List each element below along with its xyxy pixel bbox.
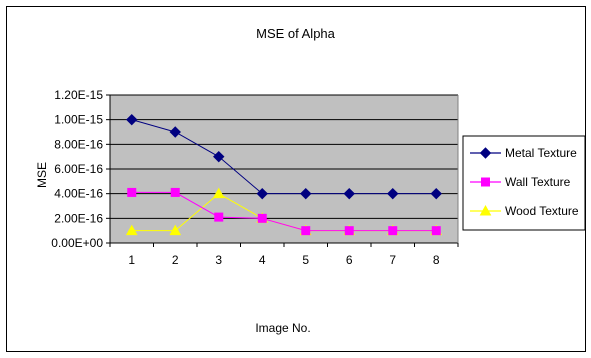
data-point: [388, 226, 398, 236]
series-line: [131, 191, 437, 232]
data-point: [127, 187, 137, 197]
y-tick-label: 0.00E+00: [51, 236, 103, 250]
data-point: [387, 187, 399, 200]
data-point: [126, 113, 138, 126]
series-group: [125, 113, 443, 236]
data-point: [169, 126, 181, 138]
data-point: [212, 187, 225, 199]
y-tick-label: 4.00E-16: [54, 187, 103, 201]
y-tick-label: 2.00E-16: [54, 211, 103, 225]
x-tick-labels: 1 2 3 4 5 6 7 8: [109, 243, 459, 267]
x-tick-label: 8: [433, 253, 440, 267]
x-tick-label: 4: [259, 253, 266, 267]
data-point: [170, 187, 180, 197]
data-point: [169, 224, 182, 236]
legend-marker: [481, 177, 490, 187]
data-point: [125, 224, 138, 236]
data-point: [257, 213, 267, 223]
y-tick-label: 8.00E-16: [54, 137, 103, 151]
x-tick-label: 3: [215, 253, 222, 267]
y-tick-label: 1.00E-15: [54, 113, 103, 127]
y-tick-label: 6.00E-16: [54, 162, 103, 176]
legend-marker: [479, 147, 492, 159]
legend-label: Metal Texture: [505, 146, 577, 160]
data-point: [344, 226, 354, 236]
series-metal-texture: [126, 113, 442, 200]
y-tick-labels: 0.00E+00 2.00E-16 4.00E-16 6.00E-16 8.00E-16…: [51, 88, 110, 250]
legend-marker: [479, 204, 492, 216]
x-tick-label: 5: [302, 253, 309, 267]
data-point: [431, 226, 441, 236]
x-axis-title: Image No.: [255, 321, 311, 335]
y-tick-label: 1.20E-15: [54, 88, 103, 102]
data-point: [301, 226, 311, 236]
data-point: [256, 187, 268, 200]
series-line: [131, 119, 437, 195]
x-tick-label: 7: [389, 253, 396, 267]
x-tick-label: 2: [172, 253, 179, 267]
data-point: [214, 212, 224, 222]
chart-title: MSE of Alpha: [256, 26, 335, 41]
data-point: [300, 187, 312, 200]
legend-label: Wood Texture: [505, 204, 579, 218]
data-point: [430, 187, 442, 200]
data-point: [213, 150, 225, 163]
x-tick-label: 1: [128, 253, 135, 267]
data-point: [343, 187, 355, 200]
x-tick-label: 6: [346, 253, 353, 267]
legend: Metal Texture Wall Texture Wood Texture: [462, 135, 586, 231]
legend-label: Wall Texture: [505, 175, 571, 189]
series-wall-texture: [127, 187, 441, 236]
